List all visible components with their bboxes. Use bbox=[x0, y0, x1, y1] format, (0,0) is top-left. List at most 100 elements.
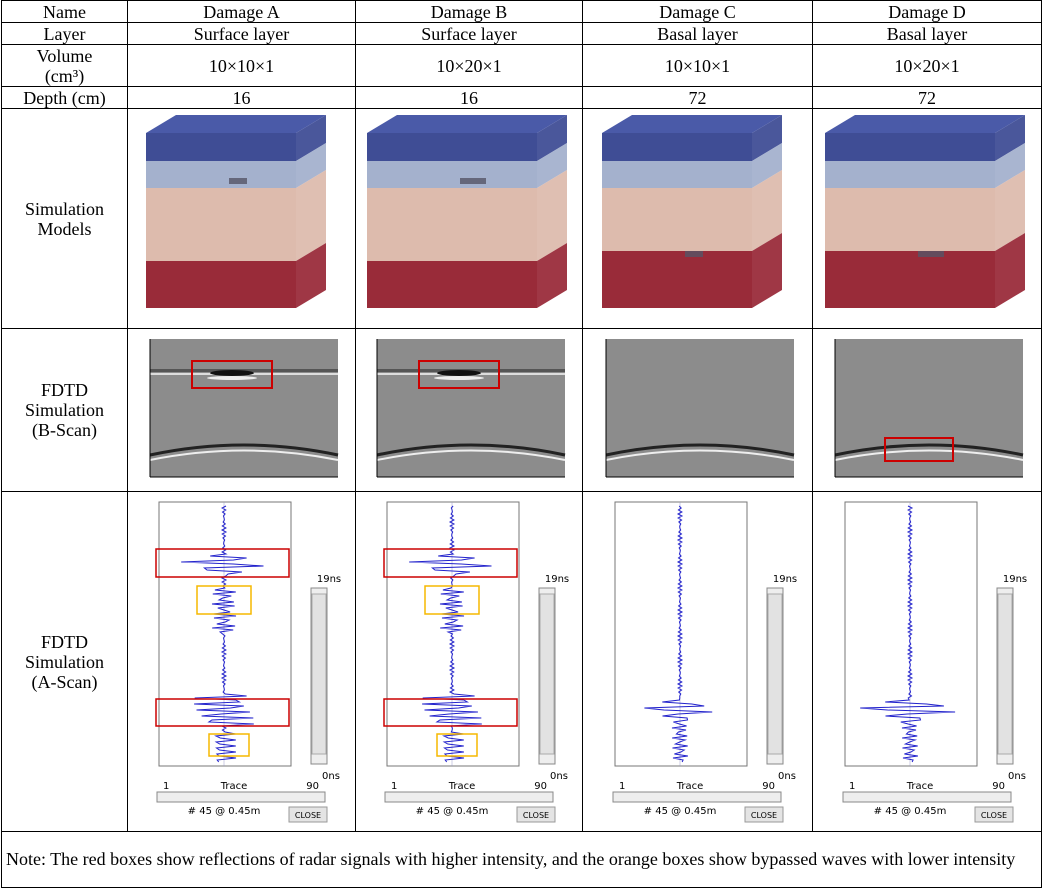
table-row: Simulation Models bbox=[2, 109, 1042, 329]
damage-patch bbox=[229, 178, 247, 184]
table-cell bbox=[813, 109, 1042, 329]
bscan-image bbox=[150, 339, 338, 477]
bscan bbox=[817, 335, 1037, 485]
horizontal-scrollbar[interactable] bbox=[613, 792, 781, 802]
row-label: FDTD Simulation (B-Scan) bbox=[15, 380, 115, 440]
row-label: Layer bbox=[15, 24, 115, 44]
table-row: Volume (cm³)10×10×110×20×110×10×110×20×1 bbox=[2, 45, 1042, 87]
trace-label: Trace bbox=[447, 781, 475, 792]
horizontal-scrollbar[interactable] bbox=[843, 792, 1011, 802]
row-label-cell: Depth (cm) bbox=[2, 87, 128, 109]
table-cell: 10×10×1 bbox=[583, 45, 813, 87]
table-cell: 16 bbox=[356, 87, 583, 109]
layer-top bbox=[146, 115, 326, 133]
close-button-label: CLOSE bbox=[295, 811, 321, 820]
table-cell: 16 bbox=[128, 87, 356, 109]
damage-reflection bbox=[207, 376, 257, 380]
row-label-cell: Volume (cm³) bbox=[2, 45, 128, 87]
header-cell: Damage B bbox=[356, 1, 583, 23]
layer-front bbox=[146, 188, 296, 261]
layer-front bbox=[602, 251, 752, 308]
layer-front bbox=[825, 188, 995, 251]
horizontal-scrollbar[interactable] bbox=[157, 792, 325, 802]
row-label: Volume (cm³) bbox=[30, 46, 100, 86]
close-button-label: CLOSE bbox=[751, 811, 777, 820]
table-cell: 10×20×1 bbox=[356, 45, 583, 87]
table-cell: 72 bbox=[583, 87, 813, 109]
header-cell: Damage C bbox=[583, 1, 813, 23]
scroll-top-label: 19ns bbox=[544, 574, 568, 585]
trace-start: 1 bbox=[849, 781, 855, 792]
scroll-bottom-label: 0ns bbox=[322, 771, 340, 782]
table-cell bbox=[128, 329, 356, 492]
table-cell bbox=[583, 329, 813, 492]
table-cell: Basal layer bbox=[813, 23, 1042, 45]
note: Note: The red boxes show reflections of … bbox=[2, 832, 1042, 888]
table-cell: 19ns0ns1Trace90# 45 @ 0.45mCLOSE bbox=[128, 492, 356, 832]
row-label-cell: Layer bbox=[2, 23, 128, 45]
row-label-cell: Simulation Models bbox=[2, 109, 128, 329]
table-cell bbox=[128, 109, 356, 329]
scroll-thumb[interactable] bbox=[540, 594, 554, 754]
bscan-image bbox=[377, 339, 565, 477]
damage-reflection bbox=[210, 370, 254, 376]
table-cell: Surface layer bbox=[356, 23, 583, 45]
table-cell bbox=[583, 109, 813, 329]
layer-front bbox=[825, 133, 995, 161]
scroll-thumb[interactable] bbox=[768, 594, 782, 754]
ascan: 19ns0ns1Trace90# 45 @ 0.45mCLOSE bbox=[139, 494, 344, 829]
layer-front bbox=[367, 188, 537, 261]
scroll-thumb[interactable] bbox=[312, 594, 326, 754]
trace-end: 90 bbox=[534, 781, 547, 792]
table-cell: 10×10×1 bbox=[128, 45, 356, 87]
table-cell: 19ns0ns1Trace90# 45 @ 0.45mCLOSE bbox=[583, 492, 813, 832]
layer-front bbox=[602, 188, 752, 251]
table-cell: 10×20×1 bbox=[813, 45, 1042, 87]
layer-front bbox=[367, 161, 537, 188]
position-label: # 45 @ 0.45m bbox=[644, 806, 717, 817]
layer-front bbox=[602, 133, 752, 161]
position-label: # 45 @ 0.45m bbox=[415, 806, 488, 817]
table-cell: Surface layer bbox=[128, 23, 356, 45]
header-cell: Damage A bbox=[128, 1, 356, 23]
trace-end: 90 bbox=[762, 781, 775, 792]
bscan bbox=[132, 335, 352, 485]
layer-front bbox=[367, 261, 537, 308]
damage-patch bbox=[918, 251, 944, 257]
damage-reflection bbox=[437, 370, 481, 376]
scroll-top-label: 19ns bbox=[1002, 574, 1026, 585]
horizontal-scrollbar[interactable] bbox=[385, 792, 553, 802]
trace-label: Trace bbox=[676, 781, 704, 792]
page: NameDamage ADamage BDamage CDamage DLaye… bbox=[0, 0, 1043, 890]
data-table: NameDamage ADamage BDamage CDamage DLaye… bbox=[1, 0, 1042, 888]
trace-label: Trace bbox=[220, 781, 248, 792]
damage-patch bbox=[685, 251, 703, 257]
position-label: # 45 @ 0.45m bbox=[188, 806, 261, 817]
scroll-bottom-label: 0ns bbox=[550, 771, 568, 782]
header-cell: Name bbox=[2, 1, 128, 23]
scroll-bottom-label: 0ns bbox=[1008, 771, 1026, 782]
layer-top bbox=[367, 115, 567, 133]
ascan: 19ns0ns1Trace90# 45 @ 0.45mCLOSE bbox=[825, 494, 1030, 829]
trace-end: 90 bbox=[306, 781, 319, 792]
simulation-model bbox=[359, 111, 579, 326]
simulation-model bbox=[588, 111, 808, 326]
bscan-image bbox=[606, 339, 794, 477]
row-label-cell: FDTD Simulation (B-Scan) bbox=[2, 329, 128, 492]
close-button-label: CLOSE bbox=[522, 811, 548, 820]
bscan bbox=[359, 335, 579, 485]
table-cell: 72 bbox=[813, 87, 1042, 109]
table-row: FDTD Simulation (B-Scan) bbox=[2, 329, 1042, 492]
scroll-top-label: 19ns bbox=[317, 574, 341, 585]
layer-front bbox=[602, 161, 752, 188]
layer-top bbox=[825, 115, 1025, 133]
scroll-thumb[interactable] bbox=[998, 594, 1012, 754]
table-cell bbox=[813, 329, 1042, 492]
trace-start: 1 bbox=[619, 781, 625, 792]
scroll-top-label: 19ns bbox=[773, 574, 797, 585]
ascan: 19ns0ns1Trace90# 45 @ 0.45mCLOSE bbox=[367, 494, 572, 829]
layer-front bbox=[367, 133, 537, 161]
